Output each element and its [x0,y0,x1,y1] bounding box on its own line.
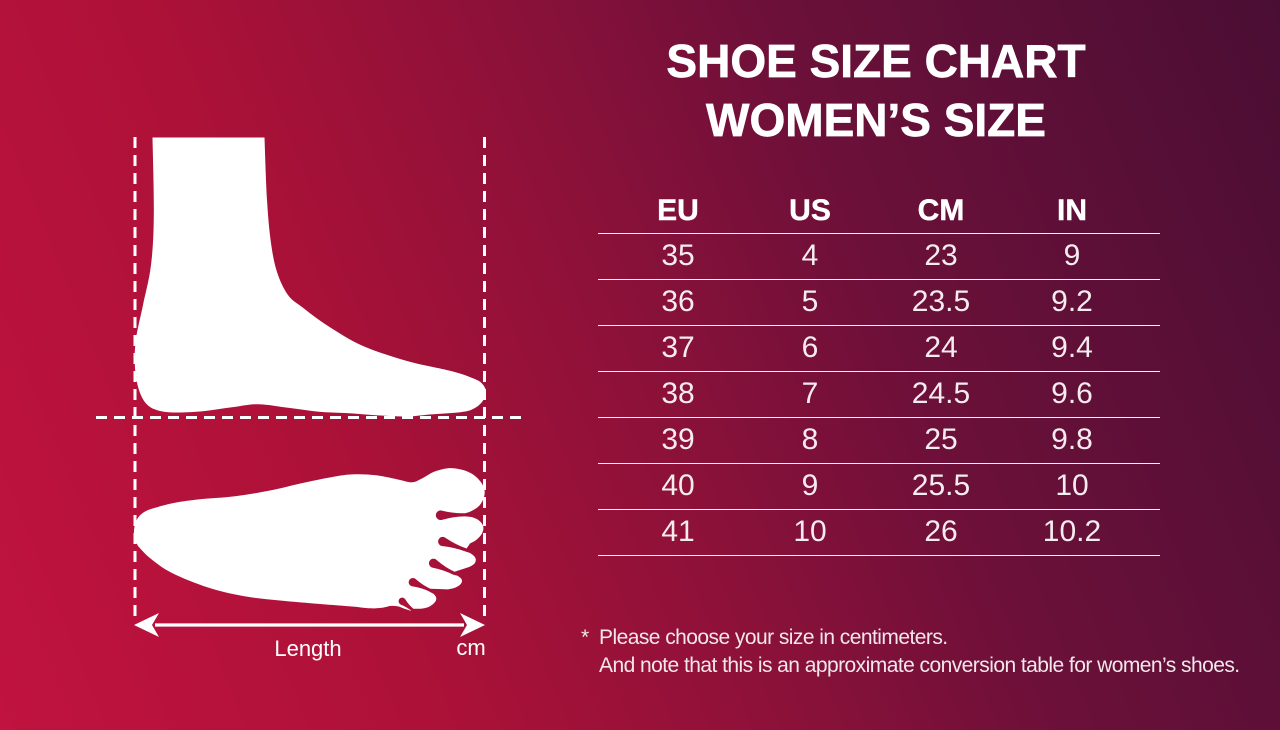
svg-text:Length: Length [274,636,341,661]
svg-text:cm: cm [456,635,485,660]
